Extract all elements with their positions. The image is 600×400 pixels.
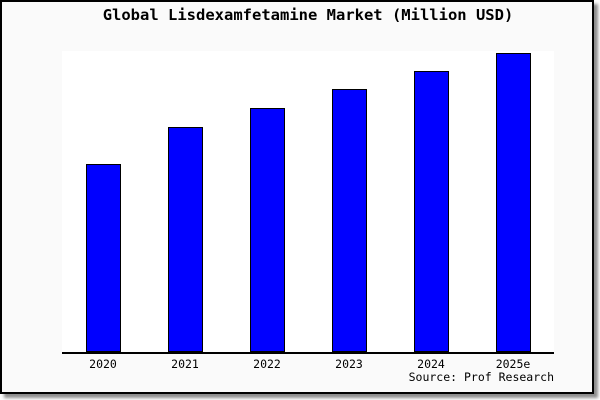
plot-area	[62, 51, 554, 354]
x-tick-label-2025e: 2025e	[495, 357, 531, 371]
bar-2020	[85, 164, 121, 352]
bar-2023	[331, 89, 367, 352]
chart-frame: Global Lisdexamfetamine Market (Million …	[0, 0, 594, 394]
bar-2025e	[495, 53, 531, 352]
bar-2022	[249, 108, 285, 352]
x-tick-label-2021: 2021	[171, 357, 199, 371]
x-tick-label-2020: 2020	[89, 357, 117, 371]
bar-2024	[413, 71, 449, 352]
x-tick-label-2022: 2022	[253, 357, 281, 371]
chart-title: Global Lisdexamfetamine Market (Million …	[102, 6, 514, 24]
bar-2021	[167, 127, 203, 352]
x-tick-label-2024: 2024	[417, 357, 445, 371]
source-credit: Source: Prof Research	[408, 370, 554, 384]
x-tick-label-2023: 2023	[335, 357, 363, 371]
